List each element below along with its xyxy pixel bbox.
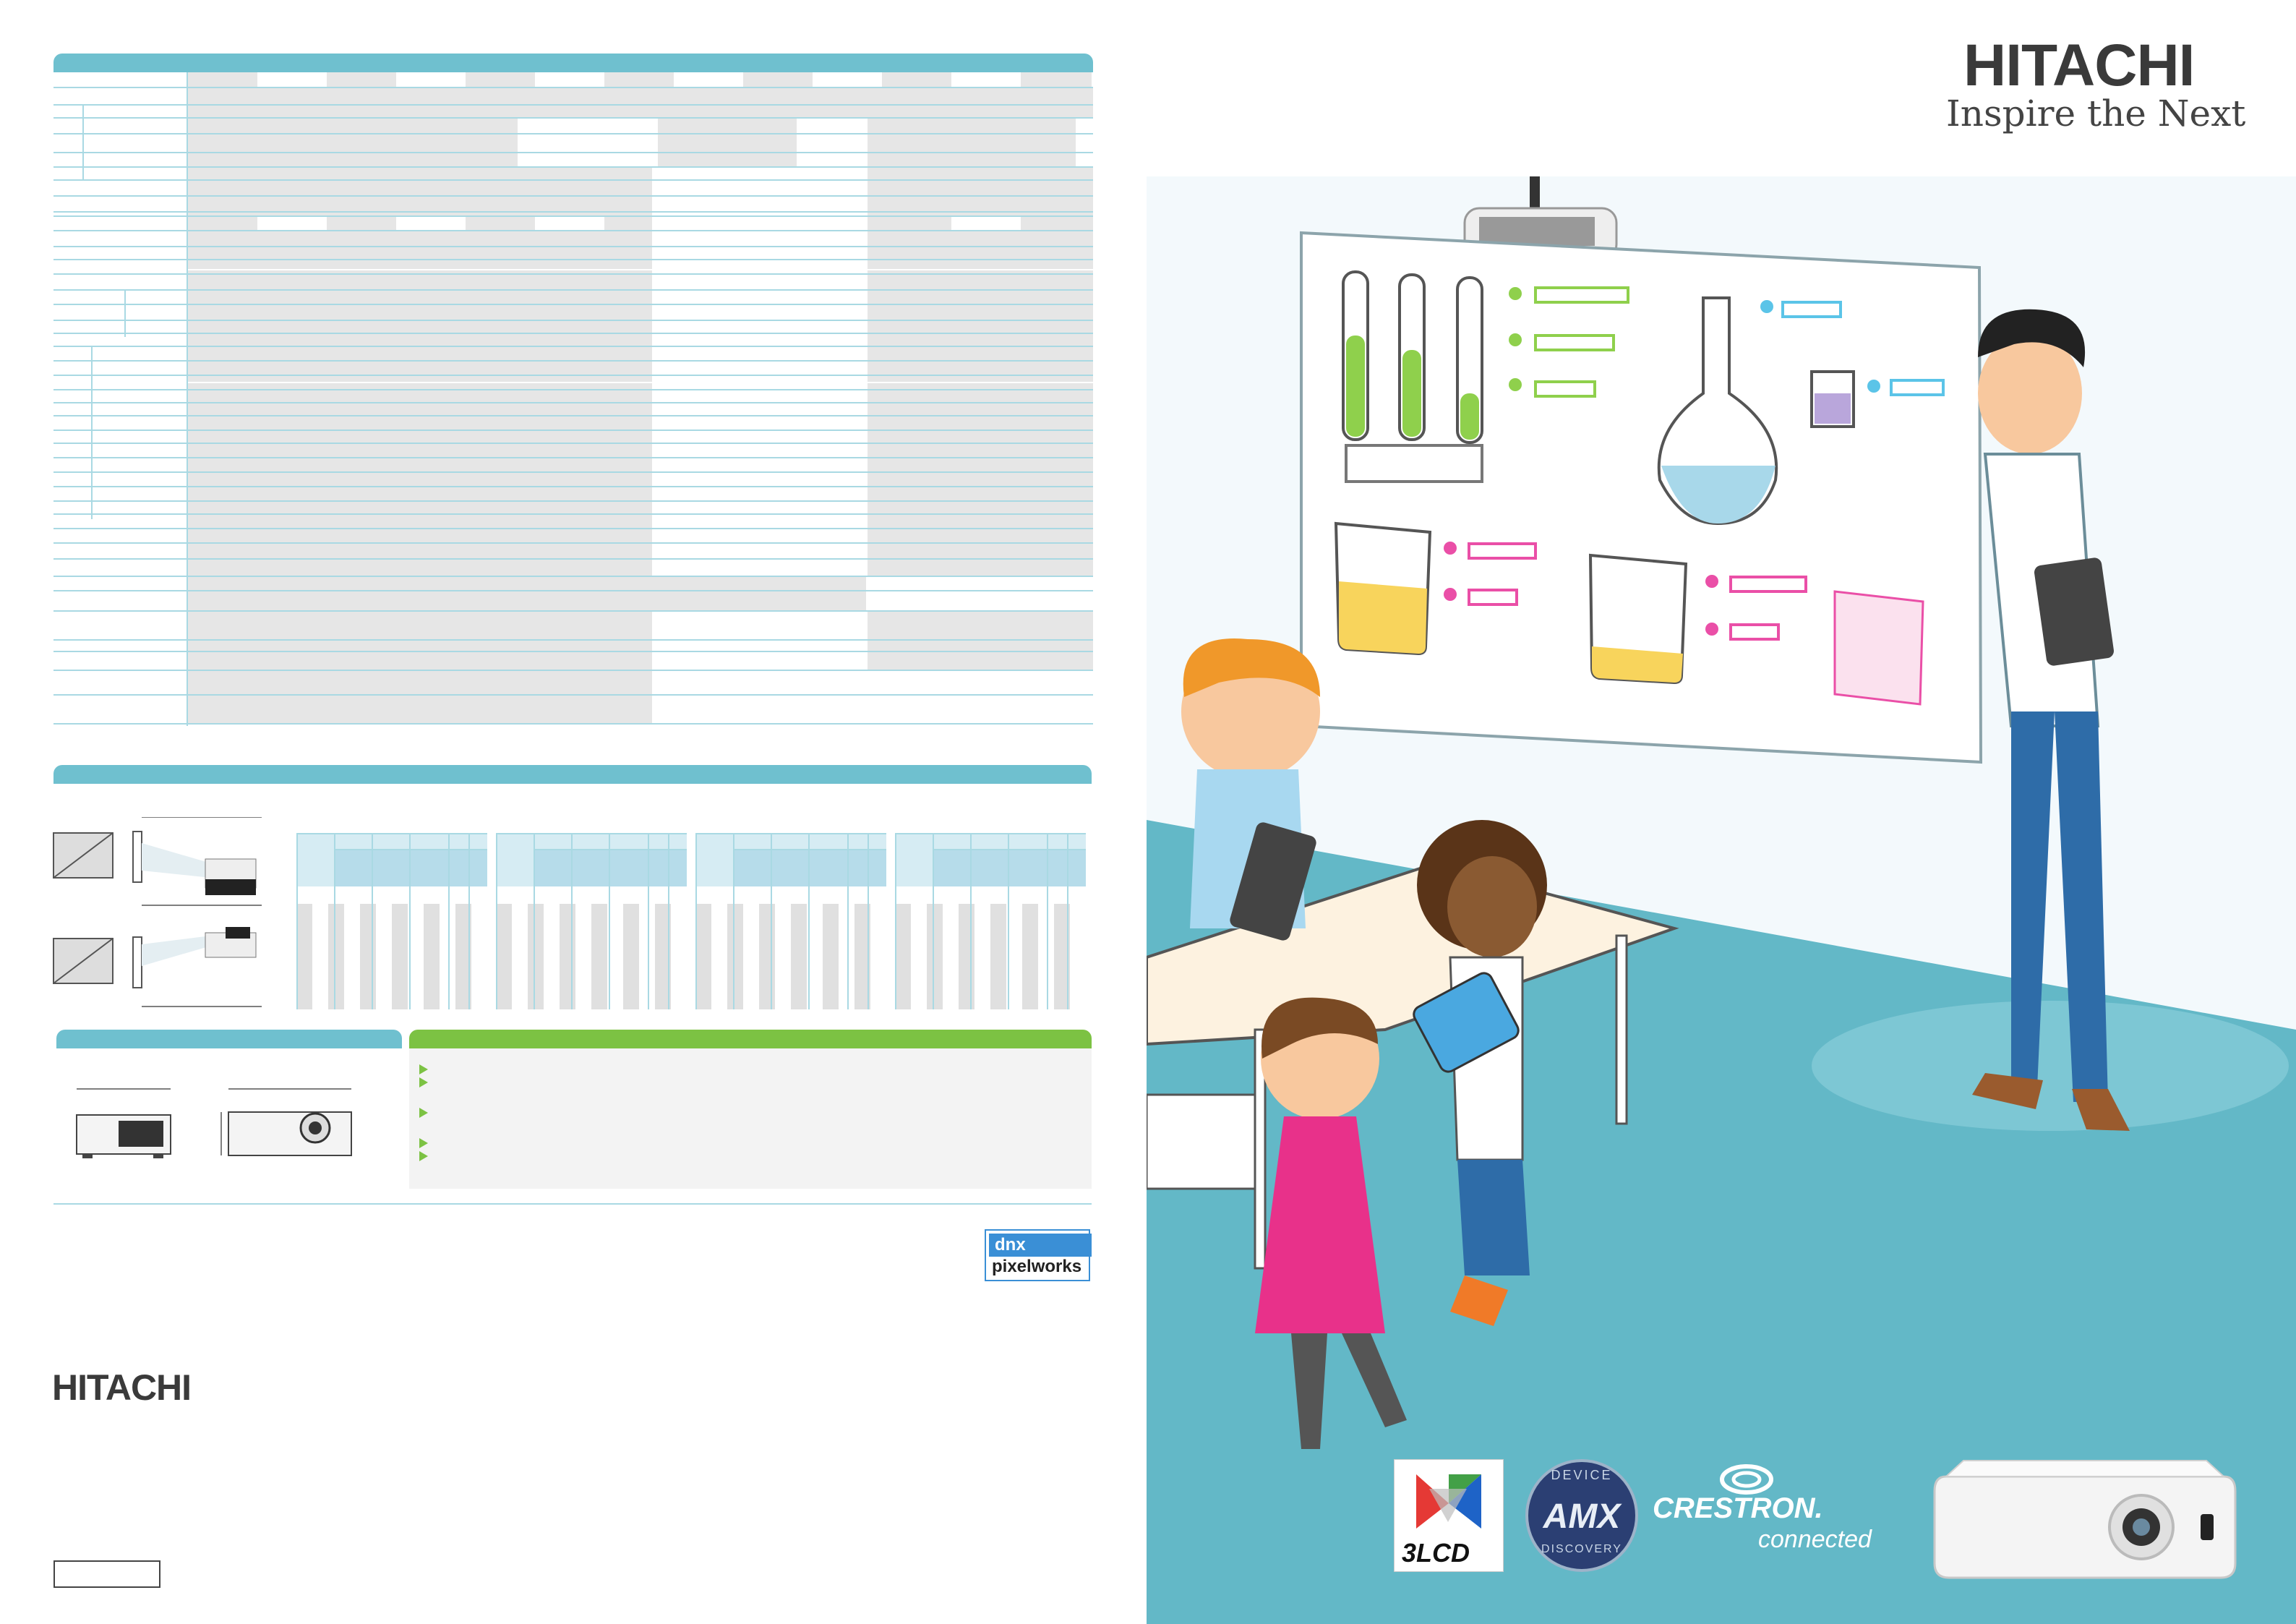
spec-table-rule [53,211,1093,213]
dimension-drawing-svg [76,1088,352,1158]
spec-table-rule [53,166,1093,168]
feature-bullet [419,1064,428,1074]
pixelworks-badge: dnx pixelworks [985,1229,1092,1281]
crestron-swirl-icon [1720,1464,1773,1495]
features-panel [409,1048,1092,1189]
projector-product-image [1933,1460,2237,1579]
spec-table-rule [53,443,1093,444]
spec-table-rule [53,389,1093,390]
spec-table-rule [53,471,1093,473]
throw-diagram-svg [53,816,262,1007]
spec-table-rule [53,230,1093,231]
spec-table-rule [53,457,1093,458]
spec-table-rule [53,246,1093,247]
3lcd-logo-text: 3LCD [1402,1538,1470,1568]
spec-table-rule [53,273,1093,275]
spec-table-rule [53,610,1093,612]
spec-table-rule [53,402,1093,403]
spec-table-rule [53,542,1093,544]
spec-table-rule [53,360,1093,362]
spec-table [53,54,1093,726]
throw-distance-table [496,833,687,1009]
feature-bullet [419,1151,428,1161]
3lcd-logo: 3LCD [1394,1459,1504,1572]
spec-table-body [53,72,1093,726]
crestron-logo-text: CRESTRON. [1653,1492,1823,1524]
throw-distance-table [296,833,487,1009]
spec-table-rule [53,528,1093,529]
spec-table-header-bar [53,54,1093,72]
feature-bullet [419,1138,428,1148]
spec-table-rule [53,117,1093,119]
spec-table-rule [53,87,1093,88]
spec-table-rule [53,104,1093,106]
spec-table-rule [53,670,1093,671]
amx-logo-text: AMX [1543,1497,1621,1536]
spec-table-rule [53,513,1093,515]
spec-table-rule [53,320,1093,321]
spec-table-rule [53,289,1093,291]
spec-table-rule [53,590,1093,591]
crestron-logo: CRESTRON. connected [1653,1464,1884,1557]
throw-distance-tables [296,833,1095,1009]
features-header-bar [409,1030,1092,1048]
amx-logo-ring-bottom: DISCOVERY [1541,1543,1622,1555]
cover-illustration: 3LCD DEVICE AMX DISCOVERY CRESTRON. conn… [1147,176,2296,1624]
spec-table-rule [53,723,1093,725]
spec-table-rule [53,304,1093,305]
spec-table-rule [53,152,1093,153]
throw-distance-table [895,833,1086,1009]
brand-logo: HITACHI [1963,33,2195,98]
spec-table-rule [53,500,1093,502]
spec-table-rule [53,486,1093,487]
spec-table-rule [53,333,1093,334]
dimensions-header-bar [56,1030,402,1048]
footer-divider [53,1203,1092,1205]
pixelworks-badge-text: pixelworks [992,1257,1082,1276]
amx-logo: DEVICE AMX DISCOVERY [1525,1459,1638,1572]
crestron-connected-text: connected [1758,1526,1872,1553]
spec-table-rule [53,259,1093,260]
spec-table-rule [53,133,1093,134]
throw-diagram-group [52,816,262,1012]
spec-table-rule [53,694,1093,696]
spec-table-rule [53,375,1093,376]
spec-table-rule [53,651,1093,652]
spec-table-rule [53,558,1093,560]
feature-bullet [419,1077,428,1087]
spec-table-rule [53,346,1093,347]
spec-table-rule [53,576,1093,577]
pixelworks-badge-top: dnx [989,1234,1092,1257]
spec-table-rule [53,429,1093,431]
amx-logo-ring-top: DEVICE [1551,1468,1613,1482]
spec-table-rule [53,179,1093,181]
throw-distance-header-bar [53,765,1092,784]
footer-code-box [53,1560,160,1588]
3lcd-logo-mark [1416,1474,1481,1529]
spec-table-rule [53,639,1093,641]
spec-table-rule [53,215,1093,217]
footer-brand-logo: HITACHI [52,1367,192,1408]
feature-bullet [419,1108,428,1118]
spec-table-rule [53,195,1093,197]
brand-tagline: Inspire the Next [1946,93,2246,134]
dimensions-drawings [72,1083,361,1164]
classroom-scene [1147,176,2296,1624]
spec-table-rule [53,415,1093,416]
throw-distance-table [695,833,886,1009]
